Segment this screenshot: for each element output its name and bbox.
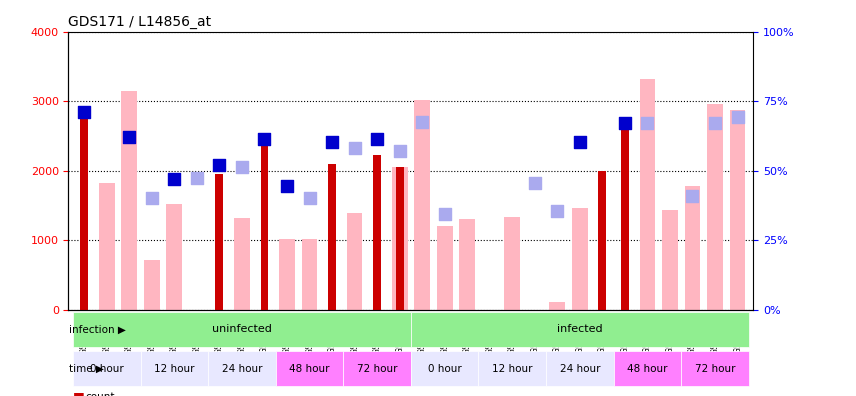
- Bar: [598, 171, 606, 310]
- Bar: [392, 167, 407, 310]
- Text: 48 hour: 48 hour: [627, 364, 668, 373]
- Point: [145, 195, 158, 201]
- Text: infected: infected: [557, 324, 603, 334]
- Point: [640, 120, 654, 126]
- Bar: [411, 351, 479, 386]
- Bar: [73, 312, 411, 347]
- Bar: [550, 301, 565, 310]
- Bar: [707, 104, 722, 310]
- Text: 12 hour: 12 hour: [154, 364, 194, 373]
- Point: [235, 164, 249, 170]
- Bar: [414, 100, 430, 310]
- Text: 24 hour: 24 hour: [222, 364, 262, 373]
- Text: 0 hour: 0 hour: [428, 364, 461, 373]
- Bar: [395, 167, 403, 310]
- Bar: [122, 91, 137, 310]
- Text: 72 hour: 72 hour: [357, 364, 397, 373]
- Point: [348, 145, 361, 151]
- Bar: [614, 351, 681, 386]
- Bar: [681, 351, 749, 386]
- Point: [550, 208, 564, 214]
- Point: [686, 192, 699, 199]
- Bar: [729, 110, 746, 310]
- Bar: [373, 155, 381, 310]
- Bar: [662, 210, 678, 310]
- Point: [393, 147, 407, 154]
- Point: [168, 176, 181, 182]
- Point: [618, 120, 632, 127]
- Bar: [437, 227, 453, 310]
- Text: count: count: [86, 392, 115, 396]
- Bar: [685, 186, 700, 310]
- Bar: [301, 239, 318, 310]
- Bar: [99, 183, 115, 310]
- Point: [371, 135, 384, 142]
- Bar: [572, 208, 588, 310]
- Bar: [144, 260, 160, 310]
- Bar: [328, 164, 336, 310]
- Point: [212, 161, 226, 168]
- Bar: [276, 351, 343, 386]
- Bar: [504, 217, 520, 310]
- Bar: [216, 174, 223, 310]
- Point: [303, 195, 317, 201]
- Text: infection ▶: infection ▶: [68, 324, 126, 334]
- Text: time ▶: time ▶: [68, 364, 104, 373]
- Bar: [73, 351, 140, 386]
- Point: [415, 119, 429, 125]
- Bar: [411, 312, 749, 347]
- Point: [258, 135, 271, 142]
- Bar: [621, 124, 629, 310]
- Bar: [546, 351, 614, 386]
- Text: GDS171 / L14856_at: GDS171 / L14856_at: [68, 15, 211, 29]
- Bar: [479, 351, 546, 386]
- Bar: [279, 239, 294, 310]
- Point: [437, 211, 451, 217]
- Text: 12 hour: 12 hour: [492, 364, 532, 373]
- Point: [573, 138, 586, 145]
- Point: [325, 138, 339, 145]
- Text: uninfected: uninfected: [212, 324, 272, 334]
- Bar: [166, 204, 182, 310]
- Bar: [343, 351, 411, 386]
- Point: [122, 134, 136, 141]
- Point: [280, 183, 294, 189]
- Bar: [234, 218, 250, 310]
- Bar: [140, 351, 208, 386]
- Text: 24 hour: 24 hour: [560, 364, 600, 373]
- Text: ■: ■: [73, 390, 85, 396]
- Point: [77, 109, 91, 115]
- Text: 48 hour: 48 hour: [289, 364, 330, 373]
- Bar: [80, 112, 88, 310]
- Point: [190, 175, 204, 182]
- Bar: [208, 351, 276, 386]
- Bar: [460, 219, 475, 310]
- Point: [731, 113, 745, 120]
- Bar: [347, 213, 362, 310]
- Text: 72 hour: 72 hour: [695, 364, 735, 373]
- Text: 0 hour: 0 hour: [90, 364, 123, 373]
- Bar: [639, 79, 656, 310]
- Point: [528, 180, 542, 187]
- Bar: [260, 136, 269, 310]
- Point: [708, 120, 722, 126]
